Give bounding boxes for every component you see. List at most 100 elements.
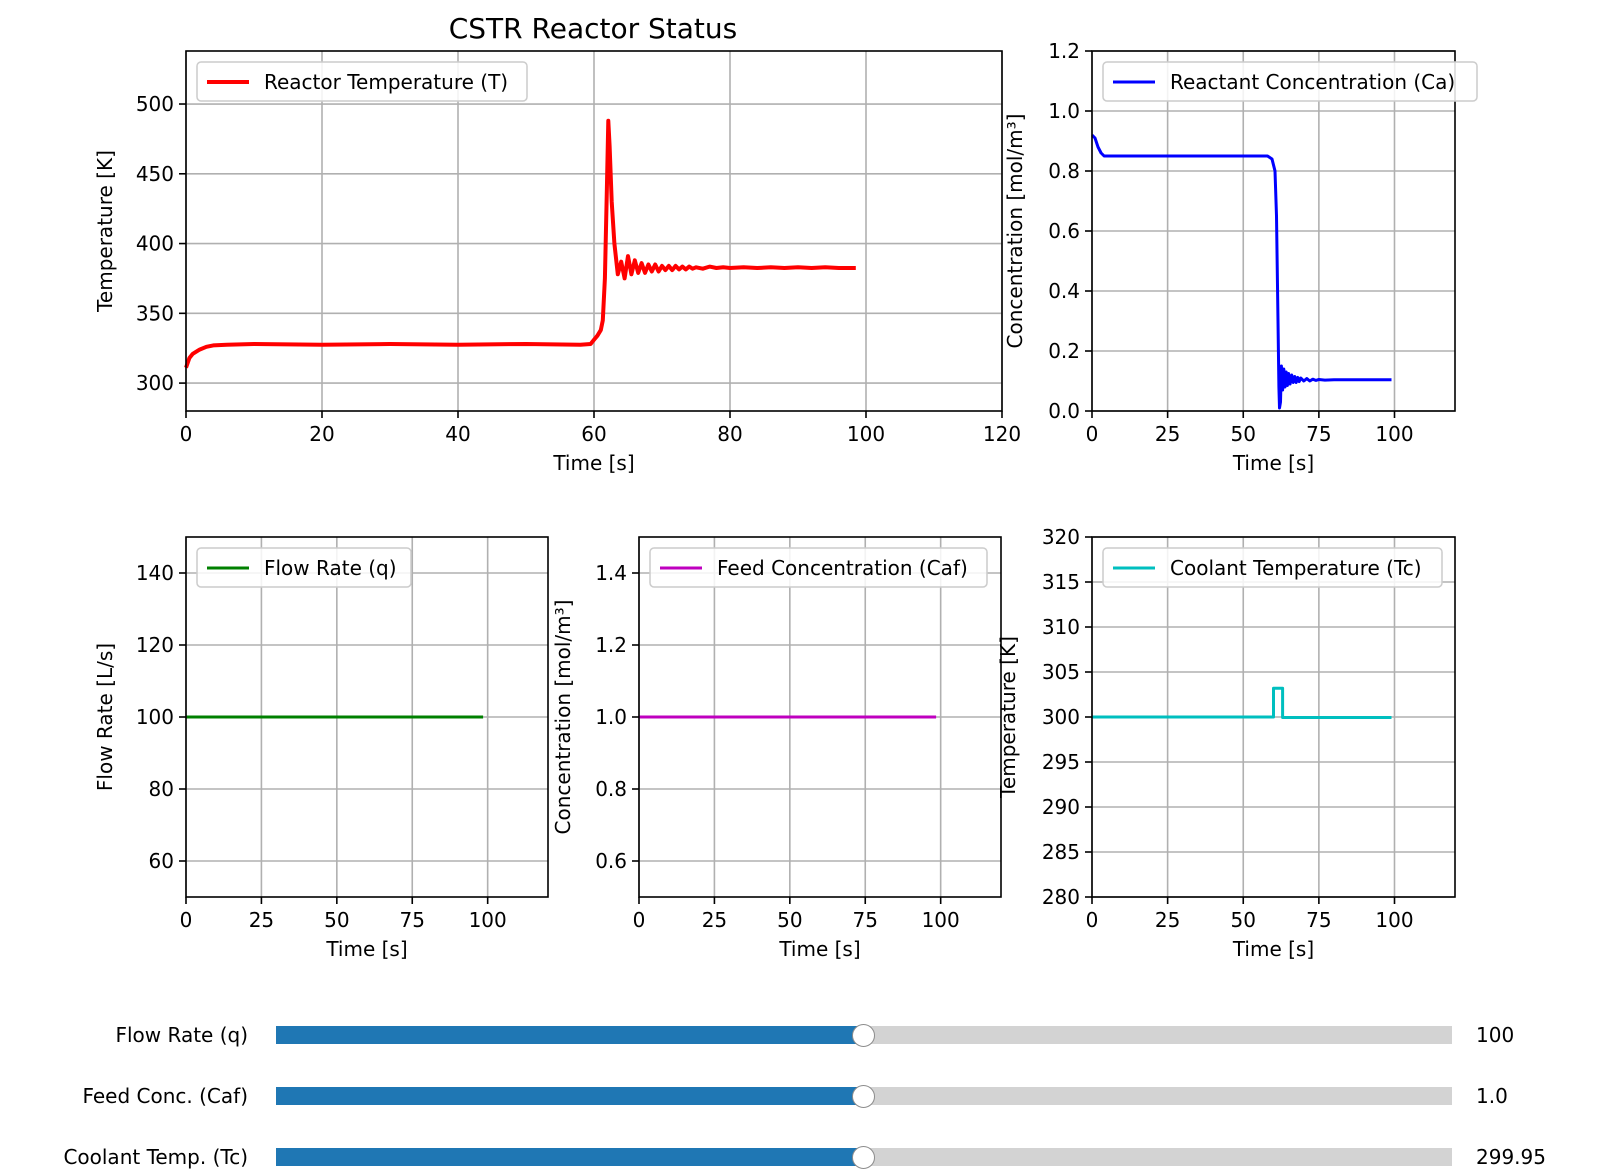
y-tick-label: 0.4 bbox=[1048, 279, 1080, 303]
x-tick-label: 0 bbox=[1086, 908, 1099, 932]
y-tick-label: 0.8 bbox=[595, 777, 627, 801]
y-tick-label: 315 bbox=[1042, 570, 1080, 594]
coolant-temp-slider-label: Coolant Temp. (Tc) bbox=[63, 1145, 248, 1169]
x-tick-label: 25 bbox=[249, 908, 274, 932]
y-tick-label: 120 bbox=[136, 633, 174, 657]
y-tick-label: 60 bbox=[149, 849, 174, 873]
feed-conc-slider-label: Feed Conc. (Caf) bbox=[82, 1084, 248, 1108]
legend-box bbox=[196, 547, 412, 588]
y-tick-label: 295 bbox=[1042, 750, 1080, 774]
x-tick-label: 100 bbox=[469, 908, 507, 932]
chart-q: 0 25 50 75 100 60 80 100 120 140 Time [s] Flow Rate… bbox=[93, 536, 549, 961]
x-tick-label: 25 bbox=[1155, 908, 1180, 932]
y-tick-label: 300 bbox=[136, 371, 174, 395]
y-tick-label: 500 bbox=[136, 92, 174, 116]
x-tick-label: 100 bbox=[847, 422, 885, 446]
x-tick-label: 80 bbox=[717, 422, 742, 446]
feed-conc-slider[interactable] bbox=[276, 1084, 1452, 1108]
feed-conc-slider-value: 1.0 bbox=[1476, 1084, 1508, 1108]
x-tick-label: 75 bbox=[400, 908, 425, 932]
x-tick-label: 50 bbox=[777, 908, 802, 932]
y-tick-label: 280 bbox=[1042, 885, 1080, 909]
x-tick-label: 25 bbox=[702, 908, 727, 932]
flow-rate-slider[interactable] bbox=[276, 1023, 1452, 1047]
flow-rate-slider-fill bbox=[276, 1026, 864, 1044]
series-line-tc bbox=[1092, 686, 1392, 719]
y-axis-label: Flow Rate [L/s] bbox=[93, 643, 117, 791]
y-tick-label: 320 bbox=[1042, 525, 1080, 549]
x-tick-label: 0 bbox=[1086, 422, 1099, 446]
x-axis-label: Time [s] bbox=[552, 451, 634, 475]
legend-label: Flow Rate (q) bbox=[264, 556, 397, 580]
x-tick-label: 75 bbox=[853, 908, 878, 932]
y-tick-label: 0.6 bbox=[595, 849, 627, 873]
x-tick-label: 75 bbox=[1306, 422, 1331, 446]
chart-caf: 0 25 50 75 100 0.6 0.8 1.0 1.2 1.4 Time [s] Concent… bbox=[551, 536, 1002, 961]
y-tick-label: 285 bbox=[1042, 840, 1080, 864]
feed-conc-slider-fill bbox=[276, 1087, 864, 1105]
legend: Flow Rate (q) bbox=[196, 547, 412, 588]
legend-box bbox=[1102, 547, 1443, 588]
x-tick-label: 0 bbox=[633, 908, 646, 932]
legend-box bbox=[649, 547, 988, 588]
y-tick-label: 450 bbox=[136, 162, 174, 186]
figure-title: CSTR Reactor Status bbox=[449, 12, 738, 45]
x-tick-label: 0 bbox=[180, 908, 193, 932]
y-tick-label: 100 bbox=[136, 705, 174, 729]
x-tick-label: 20 bbox=[309, 422, 334, 446]
feed-conc-slider-handle[interactable] bbox=[852, 1084, 875, 1108]
legend-box bbox=[196, 61, 528, 102]
y-axis-label: Concentration [mol/m³] bbox=[551, 600, 575, 835]
x-tick-label: 50 bbox=[1231, 908, 1256, 932]
coolant-temp-slider[interactable] bbox=[276, 1145, 1452, 1169]
y-axis-label: Temperature [K] bbox=[93, 150, 117, 313]
coolant-temp-slider-value: 299.95 bbox=[1476, 1145, 1546, 1169]
y-tick-label: 350 bbox=[136, 301, 174, 325]
y-axis-label: Temperature [K] bbox=[996, 636, 1020, 799]
legend: Reactant Concentration (Ca) bbox=[1102, 61, 1478, 102]
y-tick-label: 1.2 bbox=[595, 633, 627, 657]
x-tick-label: 100 bbox=[1375, 422, 1413, 446]
chart-tc: 0 25 50 75 100 280 285 290 295 300 305 310 315 320 Tim… bbox=[996, 525, 1456, 961]
x-tick-label: 120 bbox=[983, 422, 1021, 446]
y-tick-label: 1.2 bbox=[1048, 39, 1080, 63]
x-tick-label: 25 bbox=[1155, 422, 1180, 446]
legend-label: Reactant Concentration (Ca) bbox=[1170, 70, 1455, 94]
coolant-temp-slider-fill bbox=[276, 1148, 864, 1166]
x-axis-label: Time [s] bbox=[778, 937, 860, 961]
x-tick-label: 100 bbox=[1375, 908, 1413, 932]
legend: Reactor Temperature (T) bbox=[196, 61, 528, 102]
y-tick-label: 400 bbox=[136, 232, 174, 256]
legend: Feed Concentration (Caf) bbox=[649, 547, 988, 588]
x-tick-label: 50 bbox=[1231, 422, 1256, 446]
legend: Coolant Temperature (Tc) bbox=[1102, 547, 1443, 588]
x-tick-label: 75 bbox=[1306, 908, 1331, 932]
chart-temp: 0 20 40 60 80 100 120 300 350 400 450 500 Time [s] Te… bbox=[93, 50, 1021, 475]
coolant-temp-slider-handle[interactable] bbox=[851, 1145, 875, 1169]
x-tick-label: 100 bbox=[922, 908, 960, 932]
x-tick-label: 0 bbox=[180, 422, 193, 446]
y-axis-label: Concentration [mol/m³] bbox=[1003, 114, 1027, 349]
y-tick-label: 0.6 bbox=[1048, 219, 1080, 243]
y-tick-label: 1.4 bbox=[595, 561, 627, 585]
y-tick-label: 1.0 bbox=[1048, 99, 1080, 123]
legend-label: Feed Concentration (Caf) bbox=[717, 556, 968, 580]
x-axis-label: Time [s] bbox=[1232, 937, 1314, 961]
y-tick-label: 0.2 bbox=[1048, 339, 1080, 363]
x-axis-label: Time [s] bbox=[325, 937, 407, 961]
flow-rate-slider-value: 100 bbox=[1476, 1023, 1515, 1047]
y-tick-label: 140 bbox=[136, 561, 174, 585]
y-tick-label: 80 bbox=[149, 777, 174, 801]
series-line-ca bbox=[1090, 133, 1392, 410]
y-tick-label: 290 bbox=[1042, 795, 1080, 819]
y-tick-label: 1.0 bbox=[595, 705, 627, 729]
chart-ca: 0 25 50 75 100 0.0 0.2 0.4 0.6 0.8 1.0 1.2 Time [s] C… bbox=[1003, 39, 1478, 475]
y-tick-label: 0.8 bbox=[1048, 159, 1080, 183]
x-tick-label: 50 bbox=[324, 908, 349, 932]
y-tick-label: 0.0 bbox=[1048, 399, 1080, 423]
legend-label: Coolant Temperature (Tc) bbox=[1170, 556, 1422, 580]
y-tick-label: 305 bbox=[1042, 660, 1080, 684]
x-tick-label: 40 bbox=[445, 422, 470, 446]
flow-rate-slider-handle[interactable] bbox=[852, 1023, 875, 1047]
